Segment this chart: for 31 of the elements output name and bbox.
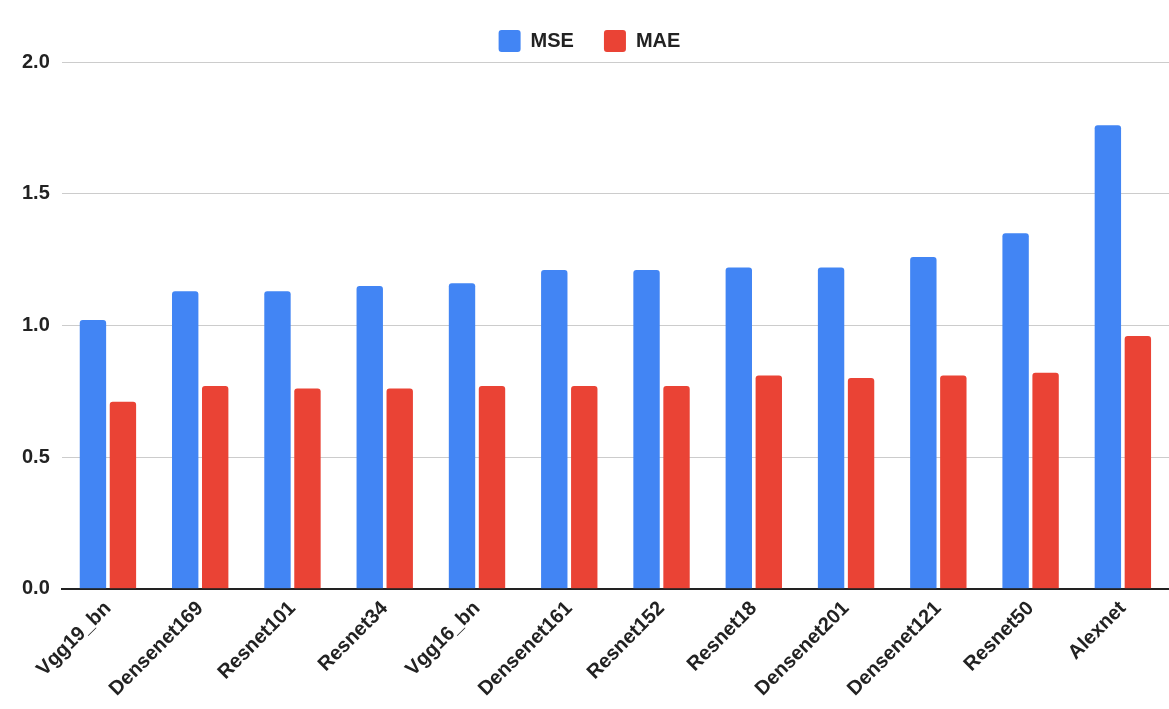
bar bbox=[172, 291, 199, 589]
bar bbox=[663, 385, 690, 589]
bar bbox=[910, 256, 937, 589]
bar bbox=[202, 385, 229, 589]
y-tick-label: 2.0 bbox=[21, 49, 50, 72]
bar bbox=[755, 375, 782, 589]
bar bbox=[725, 267, 752, 589]
bar bbox=[79, 320, 107, 589]
y-tick-label: 0.0 bbox=[21, 576, 50, 599]
y-tick-label: 1.5 bbox=[21, 181, 50, 204]
bar bbox=[356, 285, 383, 589]
bar bbox=[1002, 233, 1029, 589]
y-tick-label: 1.0 bbox=[21, 312, 50, 335]
bar bbox=[448, 283, 476, 589]
bar bbox=[817, 267, 845, 589]
bar bbox=[294, 388, 321, 589]
bar bbox=[940, 375, 967, 589]
bar bbox=[571, 385, 598, 589]
bar bbox=[109, 401, 137, 589]
bar bbox=[1094, 125, 1122, 589]
bar bbox=[1124, 335, 1152, 589]
bar bbox=[1032, 372, 1059, 589]
bar bbox=[541, 270, 568, 589]
bar bbox=[264, 291, 291, 589]
bar bbox=[847, 378, 875, 589]
legend-label: MAE bbox=[635, 28, 681, 51]
y-tick-label: 0.5 bbox=[21, 444, 50, 467]
bar bbox=[386, 388, 413, 589]
bar bbox=[478, 385, 506, 589]
bar bbox=[633, 270, 660, 589]
legend-label: MSE bbox=[530, 28, 574, 51]
